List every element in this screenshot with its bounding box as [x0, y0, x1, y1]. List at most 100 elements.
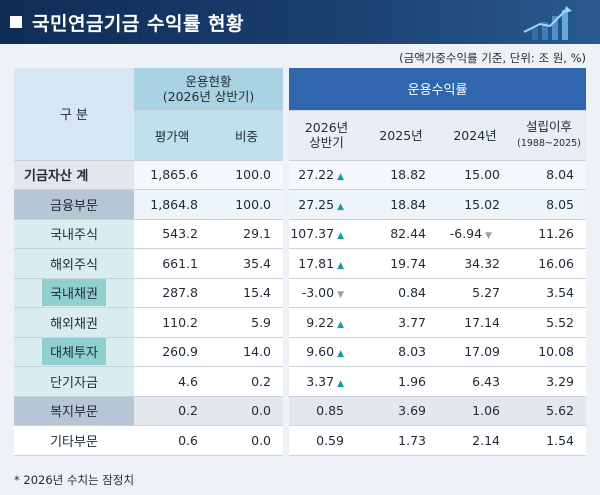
cell-value: 0.6 [134, 425, 210, 456]
cell-value: 1,864.8 [134, 189, 210, 220]
header-status-group: 운용현황 (2026년 상반기) [134, 68, 287, 111]
cell-since: 10.08 [512, 337, 587, 367]
cell-value: 661.1 [134, 248, 210, 279]
header-r2025: 2025년 [364, 110, 439, 161]
cell-r2024: 17.09 [438, 337, 513, 367]
cell-value: 4.6 [134, 366, 210, 397]
triangle-down-icon: ▼ [337, 290, 345, 301]
cell-weight: 0.2 [210, 366, 287, 397]
header-status-period: (2026년 상반기) [162, 88, 255, 104]
cell-r2026: 17.81 ▲ [283, 248, 365, 279]
cell-weight: 100.0 [210, 189, 287, 220]
cell-since: 3.29 [512, 366, 587, 397]
triangle-up-icon: ▲ [337, 349, 345, 360]
header-r2026: 2026년 상반기 [283, 110, 365, 161]
cell-r2025: 1.73 [364, 425, 439, 456]
cell-r2025: 8.03 [364, 337, 439, 367]
cell-r2025: 18.82 [364, 160, 439, 190]
cell-r2024-value: -6.94 [449, 226, 483, 242]
header-status-title: 운용현황 [185, 73, 232, 89]
cell-since: 16.06 [512, 248, 587, 279]
cell-r2025: 82.44 [364, 219, 439, 249]
cell-value: 0.2 [134, 396, 210, 426]
cell-r2026: 27.22 ▲ [283, 160, 365, 190]
cell-value: 110.2 [134, 307, 210, 338]
header-since-line2: (1988~2025) [517, 138, 581, 149]
row-label: 기타부문 [14, 425, 134, 456]
row-label: 해외채권 [14, 307, 134, 338]
cell-r2026-value: 9.60 [306, 344, 335, 360]
triangle-down-icon: ▼ [485, 231, 493, 242]
header-r2024: 2024년 [438, 110, 513, 161]
table-row: 복지부문 0.2 0.0 0.85 3.69 1.06 5.62 [14, 396, 587, 426]
table-row: 대체투자 260.9 14.0 9.60 ▲ 8.03 17.09 10.08 [14, 337, 587, 367]
cell-r2025: 19.74 [364, 248, 439, 279]
row-label: 단기자금 [14, 366, 134, 397]
cell-r2026: 9.22 ▲ [283, 307, 365, 338]
cell-r2025: 18.84 [364, 189, 439, 220]
cell-r2024: -6.94 ▼ [438, 219, 513, 249]
cell-r2025: 3.69 [364, 396, 439, 426]
cell-r2025: 3.77 [364, 307, 439, 338]
row-label: 국내채권 [14, 278, 134, 308]
rising-bar-chart-icon [523, 6, 572, 40]
cell-r2026: -3.00 ▼ [283, 278, 365, 308]
cell-r2024: 5.27 [438, 278, 513, 308]
header-r2026-line2: 상반기 [309, 135, 344, 150]
cell-weight: 15.4 [210, 278, 287, 308]
table-row: 기금자산 계 1,865.6 100.0 27.22 ▲ 18.82 15.00 … [14, 160, 587, 190]
cell-weight: 0.0 [210, 396, 287, 426]
triangle-up-icon: ▲ [337, 319, 345, 330]
cell-r2026: 107.37 ▲ [283, 219, 365, 249]
row-label: 복지부문 [14, 396, 134, 426]
cell-since: 3.54 [512, 278, 587, 308]
cell-weight: 14.0 [210, 337, 287, 367]
triangle-up-icon: ▲ [337, 260, 345, 271]
cell-since: 8.05 [512, 189, 587, 220]
cell-r2026-value: -3.00 [301, 285, 335, 301]
cell-since: 5.62 [512, 396, 587, 426]
row-label: 기금자산 계 [14, 160, 134, 190]
cell-weight: 0.0 [210, 425, 287, 456]
header-since-line1: 설립이후 [526, 119, 573, 134]
cell-r2026: 9.60 ▲ [283, 337, 365, 367]
table-row: 해외주식 661.1 35.4 17.81 ▲ 19.74 34.32 16.06 [14, 248, 587, 279]
cell-since: 11.26 [512, 219, 587, 249]
cell-since: 1.54 [512, 425, 587, 456]
cell-r2024: 15.02 [438, 189, 513, 220]
cell-r2026-value: 17.81 [298, 255, 335, 271]
cell-since: 5.52 [512, 307, 587, 338]
square-bullet-icon [10, 16, 22, 28]
table-row: 국내주식 543.2 29.1 107.37 ▲ 82.44 -6.94 ▼ 11.… [14, 219, 587, 249]
row-label-text: 대체투자 [42, 338, 106, 366]
title-bar: 국민연금기금 수익률 현황 [0, 0, 600, 44]
header-weight: 비중 [210, 110, 287, 161]
cell-r2024: 34.32 [438, 248, 513, 279]
page-title: 국민연금기금 수익률 현황 [32, 12, 245, 35]
header-r2026-line1: 2026년 [304, 120, 349, 135]
unit-note: (금액가중수익률 기준, 단위: 조 원, %) [399, 51, 586, 65]
table-row: 금융부문 1,864.8 100.0 27.25 ▲ 18.84 15.02 8.… [14, 189, 587, 220]
row-label: 금융부문 [14, 189, 134, 220]
cell-r2026-value: 27.25 [298, 196, 335, 212]
cell-r2026-value: 3.37 [306, 373, 335, 389]
table-row: 해외채권 110.2 5.9 9.22 ▲ 3.77 17.14 5.52 [14, 307, 587, 338]
triangle-up-icon: ▲ [337, 378, 345, 389]
cell-r2026: 27.25 ▲ [283, 189, 365, 220]
cell-r2026: 0.59 [283, 425, 365, 456]
cell-weight: 35.4 [210, 248, 287, 279]
cell-r2026: 0.85 [283, 396, 365, 426]
cell-r2024: 15.00 [438, 160, 513, 190]
header-return-group: 운용수익률 [283, 68, 587, 111]
triangle-up-icon: ▲ [337, 172, 345, 183]
table-row: 단기자금 4.6 0.2 3.37 ▲ 1.96 6.43 3.29 [14, 366, 587, 397]
cell-r2025: 0.84 [364, 278, 439, 308]
cell-r2026-value: 107.37 [290, 226, 335, 242]
cell-r2024: 2.14 [438, 425, 513, 456]
cell-r2024: 17.14 [438, 307, 513, 338]
fund-return-table: 구 분 운용현황 (2026년 상반기) 운용수익률 평가액 비중 2026년 … [14, 68, 587, 464]
triangle-up-icon: ▲ [337, 201, 345, 212]
header-since: 설립이후 (1988~2025) [512, 110, 587, 161]
footnote: * 2026년 수치는 잠정치 [14, 473, 135, 487]
table-row: 기타부문 0.6 0.0 0.59 1.73 2.14 1.54 [14, 425, 587, 456]
